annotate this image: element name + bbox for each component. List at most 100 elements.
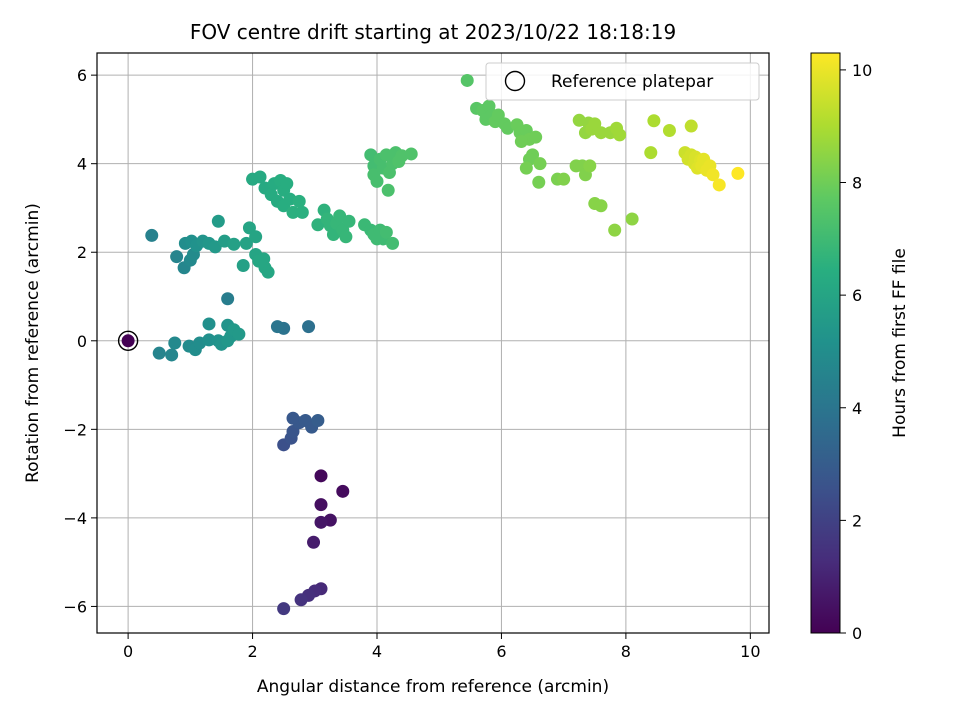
plot-frame bbox=[96, 52, 770, 634]
legend-marker-open-circle bbox=[504, 70, 526, 92]
scatter-point bbox=[292, 194, 306, 208]
legend-label: Reference platepar bbox=[551, 72, 713, 92]
colorbar-tick-label: 4 bbox=[852, 399, 862, 418]
scatter-point bbox=[533, 157, 547, 171]
scatter-point bbox=[311, 218, 325, 232]
colorbar-tick-label: 6 bbox=[852, 286, 862, 305]
scatter-point bbox=[460, 73, 474, 87]
colorbar-ticks: 0 2 4 6 8 10 bbox=[840, 61, 872, 643]
scatter-point bbox=[613, 128, 627, 142]
scatter-point bbox=[302, 320, 316, 334]
scatter-point bbox=[253, 170, 267, 184]
y-tick-label: 4 bbox=[77, 155, 87, 174]
colorbar-label: Hours from first FF file bbox=[890, 248, 910, 438]
scatter-point bbox=[221, 292, 235, 306]
scatter-point bbox=[514, 135, 528, 149]
scatter-point bbox=[239, 236, 253, 250]
y-tick-label: −4 bbox=[63, 509, 87, 528]
scatter-point bbox=[370, 174, 384, 188]
scatter-point bbox=[152, 346, 166, 360]
scatter-point bbox=[261, 265, 275, 279]
scatter-point bbox=[121, 334, 135, 348]
legend: Reference platepar bbox=[485, 62, 760, 101]
scatter-point bbox=[342, 214, 356, 228]
scatter-point bbox=[236, 259, 250, 273]
scatter-point bbox=[314, 498, 328, 512]
y-tick-label: −6 bbox=[63, 597, 87, 616]
scatter-point bbox=[307, 535, 321, 549]
y-tick-label: 2 bbox=[77, 243, 87, 262]
scatter-point bbox=[145, 228, 159, 242]
x-tick-label: 4 bbox=[372, 642, 382, 661]
scatter-point bbox=[227, 237, 241, 251]
scatter-point bbox=[294, 593, 308, 607]
scatter-point bbox=[706, 168, 720, 182]
x-axis-label: Angular distance from reference (arcmin) bbox=[257, 677, 609, 697]
scatter-point bbox=[295, 205, 309, 219]
x-tick-label: 10 bbox=[740, 642, 760, 661]
scatter-point bbox=[314, 469, 328, 483]
scatter-point bbox=[684, 119, 698, 133]
reference-point bbox=[117, 330, 139, 351]
scatter-point bbox=[594, 199, 608, 213]
scatter-point bbox=[270, 320, 284, 334]
x-axis-ticks: 0 2 4 6 8 10 bbox=[123, 633, 761, 661]
scatter-point bbox=[731, 166, 745, 180]
scatter-point bbox=[532, 175, 546, 189]
legend-box bbox=[485, 62, 760, 101]
colorbar-tick-label: 8 bbox=[852, 174, 862, 193]
scatter-point bbox=[286, 205, 300, 219]
scatter-series bbox=[121, 73, 745, 616]
scatter-point bbox=[608, 223, 622, 237]
chart-title: FOV centre drift starting at 2023/10/22 … bbox=[190, 20, 676, 44]
scatter-point bbox=[286, 411, 300, 425]
scatter-point bbox=[280, 177, 294, 191]
scatter-point bbox=[257, 252, 271, 266]
scatter-point bbox=[249, 230, 263, 244]
scatter-point bbox=[202, 333, 216, 347]
scatter-point bbox=[625, 212, 639, 226]
scatter-point bbox=[311, 413, 325, 427]
scatter-point bbox=[339, 230, 353, 244]
scatter-point bbox=[277, 602, 291, 616]
y-axis-ticks: −6 −4 −2 0 2 4 6 bbox=[63, 66, 97, 616]
scatter-point bbox=[519, 161, 533, 175]
scatter-point bbox=[712, 178, 726, 192]
scatter-point bbox=[557, 172, 571, 186]
scatter-point bbox=[170, 250, 184, 264]
scatter-point bbox=[208, 240, 222, 254]
colorbar-tick-label: 2 bbox=[852, 511, 862, 530]
scatter-point bbox=[381, 183, 395, 197]
scatter-point bbox=[404, 147, 418, 161]
plot-area: 0 2 4 6 8 10 −6 −4 −2 0 2 4 6 bbox=[63, 52, 770, 661]
scatter-point bbox=[314, 515, 328, 529]
scatter-point bbox=[529, 130, 543, 144]
scatter-point bbox=[202, 317, 216, 331]
y-tick-label: −2 bbox=[63, 420, 87, 439]
scatter-point bbox=[644, 146, 658, 160]
y-tick-label: 0 bbox=[77, 332, 87, 351]
scatter-point bbox=[647, 114, 661, 128]
colorbar: 0 2 4 6 8 10 Hours from first FF file bbox=[810, 52, 910, 643]
colorbar-tick-label: 10 bbox=[852, 61, 872, 80]
colorbar-gradient bbox=[810, 52, 841, 634]
scatter-point bbox=[662, 123, 676, 137]
colorbar-tick-label: 0 bbox=[852, 624, 862, 643]
scatter-point bbox=[379, 225, 393, 239]
x-tick-label: 6 bbox=[496, 642, 506, 661]
scatter-point bbox=[232, 327, 246, 341]
reference-marker bbox=[117, 330, 139, 351]
x-tick-label: 8 bbox=[621, 642, 631, 661]
scatter-point bbox=[386, 236, 400, 250]
scatter-point bbox=[583, 159, 597, 173]
x-tick-label: 2 bbox=[247, 642, 257, 661]
scatter-point bbox=[168, 336, 182, 350]
y-axis-label: Rotation from reference (arcmin) bbox=[23, 203, 43, 483]
scatter-point bbox=[221, 334, 235, 348]
scatter-point bbox=[211, 214, 225, 228]
scatter-point bbox=[165, 348, 179, 362]
scatter-point bbox=[336, 484, 350, 498]
scatter-point bbox=[594, 126, 608, 140]
x-tick-label: 0 bbox=[123, 642, 133, 661]
